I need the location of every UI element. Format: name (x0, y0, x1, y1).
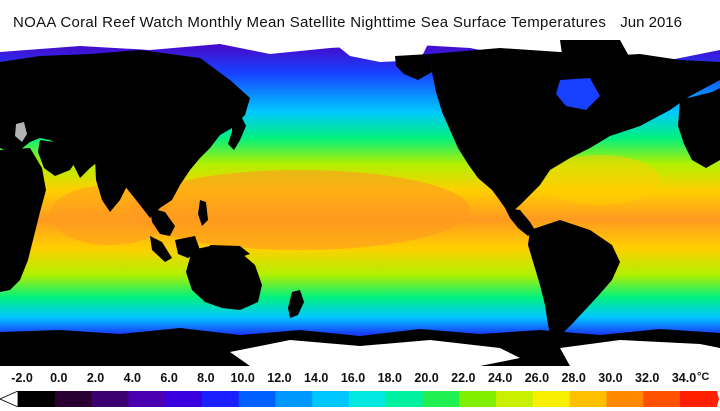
sumatra (150, 236, 172, 262)
colorbar-segment (680, 391, 718, 407)
colorbar-tick-label: 24.0 (487, 371, 513, 385)
colorbar-under-arrow (0, 391, 19, 407)
colorbar-over-arrow (716, 391, 719, 407)
colorbar-labels: -2.0 0.0 2.0 4.0 6.0 8.0 10.0 12.0 14.0 16.0 18.0 2… (0, 371, 720, 391)
southeast-asia (150, 208, 175, 236)
arabia (38, 140, 78, 176)
central-america (505, 208, 535, 236)
colorbar-segment (312, 391, 350, 407)
colorbar-segment (165, 391, 203, 407)
colorbar-segment (496, 391, 534, 407)
colorbar-segment (238, 391, 276, 407)
colorbar-tick-label: 28.0 (561, 371, 586, 385)
colorbar-tick-label: 26.0 (524, 371, 550, 385)
colorbar-tick-label: 20.0 (414, 371, 439, 385)
colorbar-segment (128, 391, 166, 407)
colorbar-segment (349, 391, 387, 407)
colorbar-segment (569, 391, 607, 407)
indian-subcontinent (95, 158, 130, 212)
eurasia (0, 50, 250, 218)
southern-sea-ice-east (560, 340, 720, 366)
colorbar-tick-label: 14.0 (304, 371, 329, 385)
atlantic-warm (540, 155, 660, 205)
philippines (198, 200, 208, 226)
japan (228, 114, 246, 150)
south-america (528, 220, 620, 340)
colorbar-segment (422, 391, 460, 407)
colorbar-tick-label: 22.0 (451, 371, 476, 385)
colorbar-segment (643, 391, 681, 407)
colorbar-tick-label: 8.0 (197, 371, 215, 385)
colorbar-segment (18, 391, 56, 407)
colorbar-tick-label: 10.0 (230, 371, 255, 385)
colorbar-tick-label: -2.0 (11, 371, 33, 385)
colorbar-segment (201, 391, 240, 407)
colorbar-tick-label: 4.0 (123, 371, 142, 385)
iceland (648, 84, 668, 94)
map-title: NOAA Coral Reef Watch Monthly Mean Satel… (13, 14, 607, 31)
colorbar-tick-label: 2.0 (86, 371, 105, 385)
colorbar-segment (54, 391, 93, 407)
header: NOAA Coral Reef Watch Monthly Mean Satel… (0, 0, 720, 40)
north-america (430, 48, 720, 212)
colorbar-tick-label: 32.0 (635, 371, 660, 385)
colorbar (0, 391, 719, 407)
warm-pool (130, 170, 470, 250)
colorbar-segment (532, 391, 571, 407)
colorbar-segment (385, 391, 424, 407)
colorbar-tick-label: 6.0 (160, 371, 178, 385)
southern-sea-ice (230, 340, 520, 366)
new-zealand (288, 290, 304, 318)
colorbar-segment (275, 391, 313, 407)
colorbar-tick-label: 30.0 (598, 371, 623, 385)
colorbar-segment (91, 391, 129, 407)
europe-west (678, 88, 720, 168)
colorbar-tick-label: 12.0 (267, 371, 292, 385)
cuba (505, 188, 524, 194)
colorbar-tick-label: 34.0 (671, 371, 697, 385)
map-date: Jun 2016 (620, 14, 682, 31)
australia (186, 245, 262, 310)
colorbar-tick-label: 0.0 (50, 371, 68, 385)
greenland (560, 40, 630, 84)
colorbar-tick-label: 16.0 (340, 371, 366, 385)
colorbar-segment (459, 391, 497, 407)
alaska (395, 54, 432, 80)
sst-map (0, 40, 720, 366)
caspian-sea (15, 122, 27, 142)
temperature-unit: °C (697, 371, 710, 383)
colorbar-segment (606, 391, 644, 407)
colorbar-tick-label: 18.0 (377, 371, 402, 385)
hudson-bay (556, 78, 600, 110)
africa (0, 148, 46, 292)
